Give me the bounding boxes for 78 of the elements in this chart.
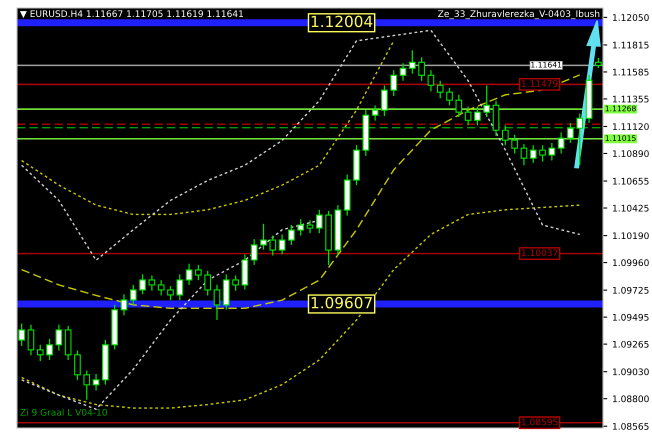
- y-tick-label: 1.09495: [613, 314, 649, 321]
- candlestick: [530, 144, 537, 164]
- candlestick: [74, 350, 81, 381]
- candlestick: [186, 263, 192, 286]
- candlestick: [446, 87, 453, 106]
- candlestick: [214, 284, 220, 321]
- candlestick: [502, 124, 509, 146]
- y-tick-label: 1.11585: [613, 68, 649, 76]
- candlestick: [539, 144, 546, 162]
- y-tick-label: 1.10655: [613, 178, 649, 185]
- candlestick: [390, 70, 398, 97]
- candlestick: [130, 284, 137, 306]
- candlestick: [400, 62, 406, 82]
- candlestick: [576, 112, 584, 166]
- candlestick: [381, 84, 388, 117]
- candlestick: [558, 132, 564, 154]
- annotation: Zi 9 Graal L V04-10: [20, 408, 107, 416]
- candlestick: [83, 370, 90, 400]
- candlestick: [464, 106, 472, 126]
- candlestick: [428, 70, 434, 92]
- candlestick: [250, 238, 258, 266]
- y-tick-label: 1.11355: [613, 96, 649, 102]
- y-tick-label: 1.08800: [613, 395, 649, 402]
- candlestick: [483, 84, 490, 118]
- y-tick-label: 1.09265: [613, 340, 649, 348]
- candlestick: [158, 280, 165, 296]
- candlestick: [408, 50, 416, 74]
- candlestick: [46, 338, 53, 361]
- line-series: [20, 40, 394, 216]
- candlestick: [148, 274, 156, 292]
- candlestick: [278, 234, 286, 255]
- y-tick-label: 1.11815: [613, 42, 649, 49]
- candlestick: [176, 274, 184, 301]
- candlestick: [288, 224, 295, 246]
- candlestick: [195, 264, 202, 281]
- line-series: [20, 204, 580, 409]
- candlestick: [269, 234, 276, 256]
- annotation: Ze_33_Zhuravlerezka_V-0403_Ibush: [438, 10, 600, 20]
- ref-line-label: 1.11479: [522, 80, 558, 87]
- candlestick: [520, 143, 528, 166]
- candlestick: [567, 122, 574, 144]
- line-series: [20, 30, 580, 261]
- line-series: [20, 74, 580, 310]
- candlestick: [548, 142, 556, 162]
- candlestick: [28, 324, 34, 356]
- y-tick-label: 1.09960: [613, 259, 649, 266]
- y-tick-label: 1.10190: [613, 232, 649, 240]
- y-tick-label: 1.11120: [613, 123, 649, 130]
- candlestick: [18, 322, 25, 346]
- candlestick: [56, 324, 62, 352]
- candlestick: [436, 80, 444, 99]
- y-tick-label: 1.09725: [613, 286, 649, 294]
- candlestick: [36, 344, 44, 362]
- ref-line-label: 1.08595: [522, 418, 558, 426]
- candlestick: [474, 106, 481, 126]
- candlestick: [120, 294, 128, 316]
- y-tick-label: 1.12050: [613, 14, 649, 21]
- candlestick: [204, 270, 212, 296]
- candlestick: [316, 209, 323, 234]
- ref-line-label: 1.10037: [522, 249, 558, 256]
- candlestick: [297, 218, 304, 236]
- candlestick: [511, 134, 518, 154]
- candlestick: [167, 285, 174, 301]
- candlestick: [455, 94, 462, 118]
- candlestick: [139, 274, 146, 295]
- y-tick-label: 1.08565: [613, 422, 649, 430]
- candlestick: [372, 104, 378, 122]
- candlestick: [418, 56, 425, 82]
- y-tick-label: 1.10425: [613, 204, 649, 212]
- ref-line-label: 1.09607: [312, 296, 372, 308]
- candlestick: [260, 223, 267, 250]
- candlestick: [306, 220, 314, 234]
- candlestick: [92, 373, 100, 392]
- y-tick-label: 1.10890: [613, 150, 649, 158]
- candlestick: [232, 274, 239, 292]
- y-tick-label: 1.09030: [613, 368, 649, 376]
- chart-title: ▼ EURUSD.H4 1.11667 1.11705 1.11619 1.11641: [20, 10, 243, 18]
- ref-line-label: 1.12004: [312, 16, 372, 28]
